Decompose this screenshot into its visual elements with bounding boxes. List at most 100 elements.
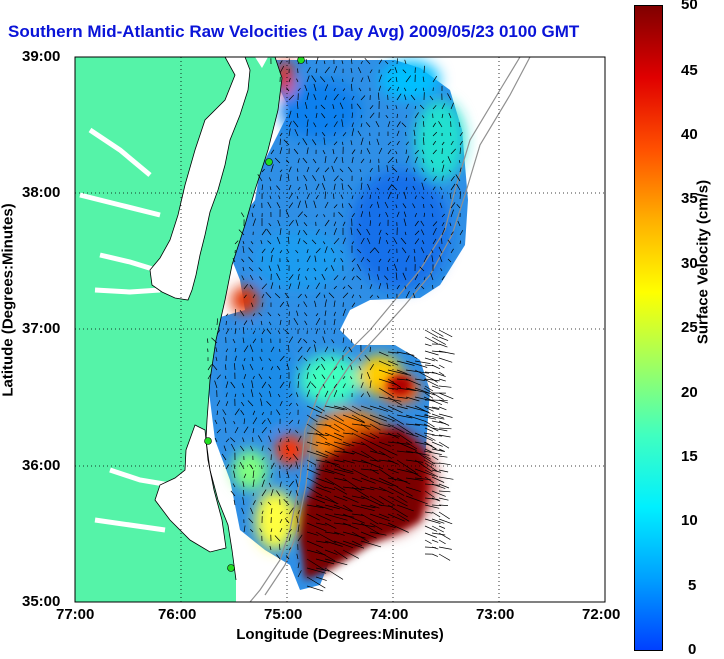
velocity-vector [369,441,391,453]
velocity-vector [333,121,338,128]
velocity-vector [297,562,300,569]
velocity-vector [279,381,285,389]
velocity-vector [249,274,254,281]
velocity-vector [378,387,395,398]
velocity-vector [385,211,389,218]
velocity-vector [378,360,391,367]
velocity-vector [431,329,444,337]
velocity-vector [438,329,453,338]
velocity-vector [225,320,227,326]
velocity-vector [333,540,354,549]
velocity-vector [360,95,366,101]
velocity-vector [324,123,328,128]
velocity-vector [315,414,329,420]
velocity-vector [438,378,446,382]
velocity-vector [410,94,416,101]
velocity-vector [424,448,432,453]
colorbar-tick-label: 35 [681,190,698,207]
velocity-vector [306,522,327,532]
velocity-vector [306,267,309,272]
velocity-vector [432,131,438,137]
velocity-vector [293,318,299,326]
velocity-vector [431,469,441,473]
velocity-vector [459,240,461,245]
velocity-vector [252,500,256,506]
velocity-vector [458,122,461,128]
velocity-vector [330,247,335,254]
velocity-vector [321,131,326,137]
velocity-vector [405,141,409,146]
velocity-vector [243,358,246,362]
velocity-vector [438,420,450,426]
velocity-vector [369,522,383,531]
velocity-vector [333,88,336,92]
velocity-vector [324,156,327,164]
velocity-vector [351,414,365,423]
velocity-vector [351,195,354,200]
velocity-vector [424,392,434,399]
velocity-vector [267,240,272,245]
velocity-vector [277,393,281,398]
velocity-vector [297,281,301,290]
velocity-vector [378,229,382,236]
velocity-vector [306,92,310,101]
velocity-vector [348,203,353,209]
velocity-vector [288,219,294,227]
velocity-vector [274,293,281,299]
velocity-vector [404,94,407,101]
velocity-vector [306,75,310,83]
velocity-vector [366,391,371,398]
velocity-vector [414,274,419,281]
velocity-vector [360,237,365,245]
velocity-vector [297,200,301,209]
velocity-vector [424,343,432,347]
velocity-vector [251,319,254,326]
velocity-vector [357,130,362,137]
velocity-vector [387,267,389,272]
velocity-vector [288,128,291,137]
velocity-vector [297,293,302,299]
velocity-vector [306,346,311,353]
velocity-vector [297,381,299,389]
velocity-vector [286,87,290,92]
velocity-vector [270,462,275,470]
velocity-vector [430,273,434,281]
velocity-vector [360,495,382,507]
velocity-vector [315,441,330,446]
velocity-vector [378,432,400,437]
velocity-vector [214,419,218,425]
velocity-vector [378,351,389,357]
velocity-vector [313,340,317,344]
velocity-vector [369,468,379,475]
velocity-vector [340,178,344,182]
velocity-vector [315,558,335,565]
velocity-vector [423,137,425,146]
velocity-vector [441,164,445,173]
velocity-vector [288,344,290,353]
velocity-vector [395,272,398,281]
velocity-vector [314,344,317,353]
velocity-vector [207,364,212,371]
velocity-vector [306,193,310,200]
velocity-vector [424,413,431,418]
velocity-vector [260,398,263,407]
velocity-vector [432,285,434,290]
velocity-vector [396,113,398,119]
velocity-vector [369,364,374,371]
velocity-vector [324,167,330,173]
velocity-vector [211,337,218,344]
velocity-vector [441,103,446,110]
velocity-vector [339,168,344,173]
velocity-vector [357,67,362,74]
x-tick-label: 76:00 [158,606,197,623]
velocity-vector [261,248,266,254]
velocity-vector [333,459,345,463]
velocity-vector [216,329,221,335]
velocity-vector [234,321,237,326]
velocity-vector [342,477,362,491]
velocity-vector [378,85,382,92]
velocity-vector [279,511,283,515]
velocity-vector [414,105,417,110]
velocity-vector [378,495,396,506]
velocity-vector [378,450,392,459]
